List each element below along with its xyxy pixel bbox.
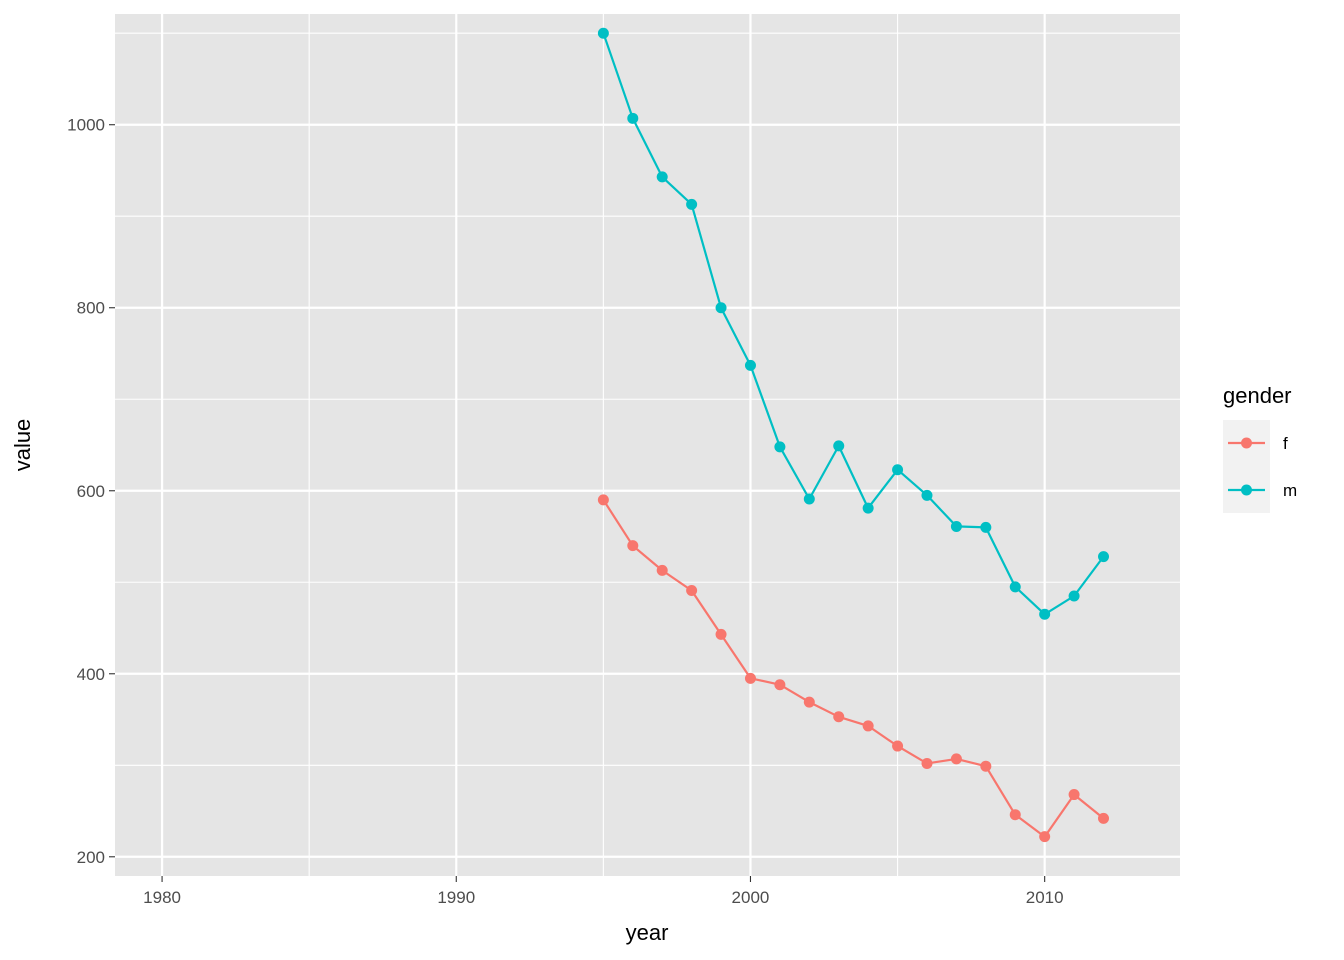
x-tick-label: 1980 [143, 888, 181, 907]
legend-key-point [1241, 437, 1252, 449]
data-point-m [1068, 590, 1080, 602]
data-point-m [921, 489, 933, 501]
y-tick-label: 800 [77, 299, 105, 318]
x-tick-label: 2010 [1026, 888, 1064, 907]
y-axis-title: value [10, 419, 35, 472]
legend-key-point [1241, 484, 1252, 496]
series-line-m [602, 32, 1105, 616]
data-point-m [627, 112, 639, 124]
data-point-m [833, 440, 845, 452]
data-point-f [862, 720, 874, 732]
data-point-m [774, 441, 786, 453]
legend-item-f: f [1228, 434, 1288, 453]
minor-gridlines [115, 14, 1180, 876]
data-point-f [833, 711, 845, 723]
major-gridlines [115, 14, 1180, 876]
data-point-m [862, 502, 874, 514]
x-tick-label: 2000 [732, 888, 770, 907]
data-point-m [803, 493, 815, 505]
y-tick-label: 400 [77, 665, 105, 684]
legend-item-m: m [1228, 481, 1297, 500]
legend-items: fm [1228, 434, 1297, 500]
data-point-f [950, 753, 962, 765]
legend: gender fm [1223, 383, 1297, 513]
series-m [597, 27, 1110, 620]
legend-keys-background [1223, 420, 1270, 513]
data-point-m [950, 520, 962, 532]
data-point-f [1039, 831, 1051, 843]
data-point-f [1068, 789, 1080, 801]
data-point-m [1009, 581, 1021, 593]
plot-panel [115, 14, 1180, 876]
data-point-f [744, 672, 756, 684]
data-point-f [803, 696, 815, 708]
x-axis-title: year [626, 920, 669, 945]
series-f [597, 494, 1110, 843]
x-axis: 1980 1990 2000 2010 [143, 876, 1064, 907]
legend-label: m [1283, 481, 1297, 500]
y-tick-label: 600 [77, 482, 105, 501]
data-point-f [1009, 809, 1021, 821]
data-point-m [1098, 551, 1110, 563]
data-point-f [892, 740, 904, 752]
data-point-m [980, 521, 992, 533]
data-point-f [597, 494, 609, 506]
data-point-f [715, 628, 727, 640]
y-axis: 200 400 600 800 1000 [67, 116, 115, 867]
data-point-f [686, 584, 698, 596]
y-tick-label: 1000 [67, 116, 105, 135]
data-point-f [1098, 812, 1110, 824]
series-line-f [602, 499, 1105, 838]
data-point-m [597, 27, 609, 39]
y-tick-label: 200 [77, 848, 105, 867]
data-point-m [715, 302, 727, 314]
data-point-f [774, 679, 786, 691]
x-tick-label: 1990 [437, 888, 475, 907]
data-point-m [892, 464, 904, 476]
series-layer [597, 27, 1110, 843]
data-point-m [656, 171, 668, 183]
data-point-m [1039, 608, 1051, 620]
data-point-f [921, 757, 933, 769]
data-point-f [627, 540, 639, 552]
data-point-f [980, 760, 992, 772]
data-point-m [686, 198, 698, 210]
data-point-m [744, 359, 756, 371]
legend-label: f [1283, 434, 1288, 453]
data-point-f [656, 564, 668, 576]
legend-title: gender [1223, 383, 1292, 408]
